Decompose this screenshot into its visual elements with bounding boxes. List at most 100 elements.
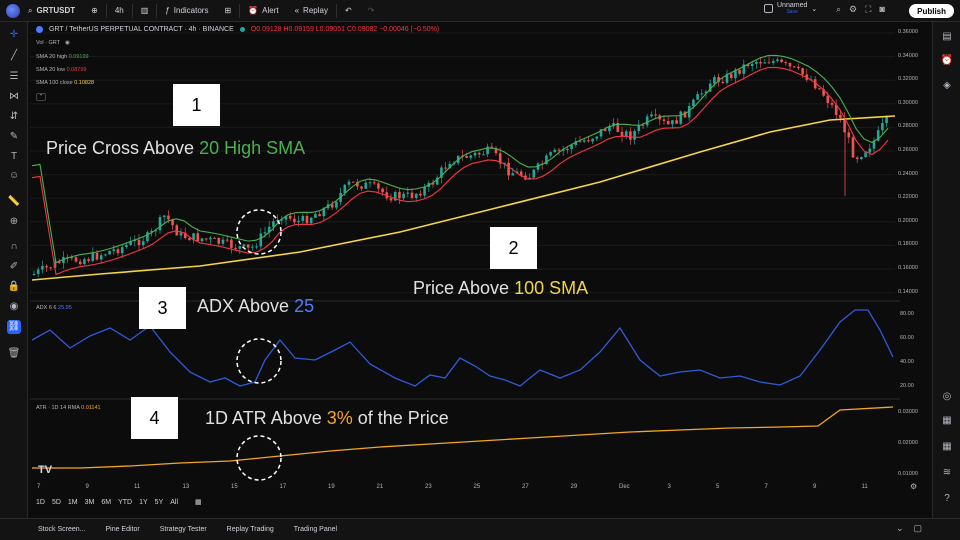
collapse-legend-button[interactable]: ⌃ [36,93,46,101]
broadcast-icon[interactable]: ≋ [942,467,952,478]
target-icon[interactable]: ◎ [942,391,952,402]
candle-body [498,153,502,164]
templates-button[interactable]: ⊞ [216,0,239,22]
candle-body [759,61,762,64]
annotation-text-2: Price Above 100 SMA [413,278,588,299]
candle-body [91,252,95,261]
stay-drawing-icon[interactable]: ✐ [9,261,19,272]
candle-body [608,126,611,132]
candle-body [259,233,263,247]
candle-body [612,122,615,127]
range-button-1m[interactable]: 1M [67,498,78,506]
sma-100-close-line [31,115,896,281]
candle-body [246,244,250,248]
camera-icon[interactable]: ◙ [879,4,885,14]
range-button-1d[interactable]: 1D [36,498,45,506]
calendar-icon[interactable]: ▦ [942,415,952,426]
interval-button[interactable]: 4h [107,0,132,22]
pattern-icon[interactable]: ⋈ [9,91,19,102]
crosshair-icon[interactable]: ✛ [9,29,19,40]
legend-name: SMA 20 low [36,67,66,73]
eye-icon[interactable]: ◉ [65,40,70,46]
watchlist-icon[interactable]: ▤ [942,31,952,42]
candle-body [314,214,317,218]
candle-body [284,215,288,220]
range-button-all[interactable]: All [170,498,179,506]
alerts-clock-icon[interactable]: ⏰ [940,55,954,66]
date-range-calendar-icon[interactable]: ▦ [195,499,202,506]
replay-button[interactable]: « Replay [287,0,336,22]
candle-body [225,239,229,241]
candle-body [255,246,258,248]
symbol-search[interactable]: ⌕ GRTUSDT [20,0,83,22]
chart-type-button[interactable]: ▥ [133,0,157,22]
candle-body [666,121,670,125]
emoji-icon[interactable]: ☺ [8,170,20,181]
object-tree-icon[interactable]: ⛓ [7,320,21,334]
range-button-5d[interactable]: 5D [51,498,61,506]
candle-body [591,138,594,142]
compare-button[interactable]: ⊕ [83,0,106,22]
adx-tick-label: 40.00 [900,359,914,365]
range-button-6m[interactable]: 6M [101,498,112,506]
adx-legend[interactable]: ADX 6 6 25.95 [36,305,72,311]
eye-icon[interactable]: ◉ [9,301,19,312]
sma-20-low-legend[interactable]: SMA 20 low 0.08799 [36,67,86,73]
candle-body [855,157,859,160]
volume-legend[interactable]: Vol · GRT ◉ [36,40,70,46]
quick-search-icon[interactable]: ⌕ [836,4,842,14]
measure-icon[interactable]: ⇵ [9,111,19,122]
ruler-icon[interactable]: 📏 [7,196,21,207]
indicators-button[interactable]: ƒ Indicators [157,0,216,22]
sma-20-high-legend[interactable]: SMA 20 high 0.09199 [36,54,89,60]
atr-legend[interactable]: ATR · 1D 14 RMA 0.01141 [36,405,101,411]
magnet-icon[interactable]: ∩ [10,241,18,252]
trash-icon[interactable]: 🗑 [7,348,21,359]
save-label: Save [786,9,798,15]
maximize-icon[interactable]: ▢ [913,523,922,533]
candle-body [503,162,506,164]
range-button-1y[interactable]: 1Y [139,498,148,506]
undo-icon: ↶ [344,6,352,15]
price-tick-label: 0.36000 [898,29,918,35]
publish-button[interactable]: Publish [909,4,954,18]
fullscreen-icon[interactable]: ⛶ [865,4,872,14]
range-button-5y[interactable]: 5Y [154,498,164,506]
candle-body [717,76,720,83]
undo-button[interactable]: ↶ [337,0,360,22]
trend-line-icon[interactable]: ╱ [10,50,18,61]
bottom-tab[interactable]: Strategy Tester [159,526,207,533]
layers-icon[interactable]: ◈ [943,80,951,91]
calendar-grid-icon[interactable]: ▦ [942,441,952,452]
range-button-3m[interactable]: 3M [84,498,95,506]
app-logo-icon[interactable] [6,3,20,18]
sma-100-close-legend[interactable]: SMA 100 close 0.10828 [36,80,94,86]
candle-body [137,239,141,246]
layout-name-button[interactable]: Unnamed Save ⌄ [764,2,817,15]
help-icon[interactable]: ? [944,493,950,504]
redo-button[interactable]: ↷ [360,0,383,22]
candle-body [49,267,53,269]
alert-button[interactable]: ⏰ Alert [240,0,286,22]
chart-legend-header[interactable]: GRT / TetherUS PERPETUAL CONTRACT · 4h ·… [36,26,439,33]
candle-body [116,249,120,254]
lock-icon[interactable]: 🔒 [7,281,21,292]
zoom-in-icon[interactable]: ⊕ [9,216,19,227]
candle-body [776,59,779,61]
bottom-tab[interactable]: Trading Panel [293,526,338,533]
candle-body [721,82,725,84]
bottom-tab[interactable]: Pine Editor [105,526,140,533]
bottom-tab[interactable]: Replay Trading [226,526,274,533]
chart-settings-gear-icon[interactable]: ⚙ [910,482,918,491]
candle-body [557,149,561,151]
text-icon[interactable]: T [10,151,18,162]
brush-icon[interactable]: ✎ [9,131,19,142]
minimize-icon[interactable]: ⌄ [895,523,904,533]
candle-body [813,79,817,89]
range-button-ytd[interactable]: YTD [118,498,133,506]
bottom-tab[interactable]: Stock Screen... [38,526,86,533]
candle-body [771,60,775,63]
fib-retracement-icon[interactable]: ☰ [9,71,19,82]
chart-area[interactable]: TV [28,22,932,496]
settings-gear-icon[interactable]: ⚙ [849,4,858,14]
